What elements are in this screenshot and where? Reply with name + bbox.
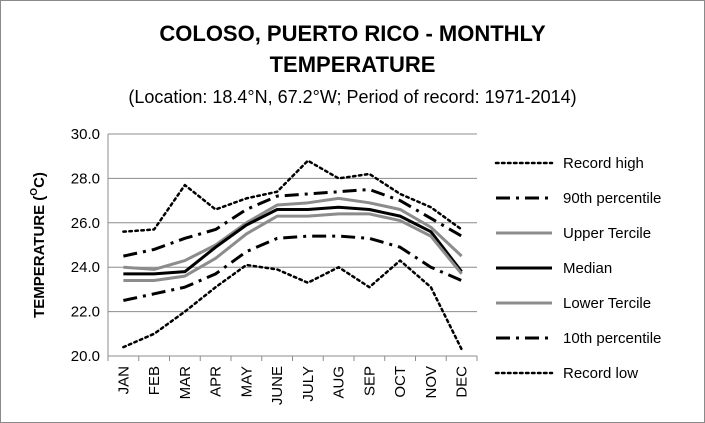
legend-label: Median [563, 260, 612, 277]
x-tick-label: FEB [146, 366, 163, 395]
legend-label: 10th percentile [563, 330, 661, 347]
y-tick-label: 30.0 [71, 126, 100, 143]
x-tick-label: SEP [361, 366, 378, 396]
series-line-record-low [122, 259, 463, 351]
x-tick-label: JAN [115, 366, 132, 394]
y-tick-label: 26.0 [71, 215, 100, 232]
y-tick-label: 24.0 [71, 259, 100, 276]
chart-title: COLOSO, PUERTO RICO - MONTHLY TEMPERATUR… [0, 18, 705, 80]
y-tick-label: 22.0 [71, 304, 100, 321]
series-line-record-high [122, 159, 463, 233]
series-line-median [123, 205, 463, 276]
series-line-upper-tercile [123, 196, 463, 271]
x-tick-label: DEC [454, 366, 471, 398]
x-tick-label: NOV [423, 366, 440, 399]
x-tick-label: MAY [238, 366, 255, 397]
legend-label: Upper Tercile [563, 225, 651, 242]
chart-title-line-2: TEMPERATURE [269, 52, 436, 77]
x-tick-label: APR [208, 366, 225, 397]
y-tick-label: 20.0 [71, 348, 100, 365]
legend: Record high 90th percentile Upper Tercile M… [494, 155, 661, 382]
chart-title-line-1: COLOSO, PUERTO RICO - MONTHLY [159, 21, 546, 46]
y-tick-label: 28.0 [71, 170, 100, 187]
legend-label: Record low [563, 365, 638, 382]
legend-label: Lower Tercile [563, 295, 651, 312]
axes: 20.0 22.0 24.0 26.0 28.0 30.0 JAN FEB MAR APR MAY J… [71, 126, 478, 405]
x-tick-label: AUG [331, 366, 348, 399]
series-lines [122, 159, 463, 351]
x-tick-label: JULY [300, 366, 317, 402]
series-line-10th-percentile [123, 234, 463, 302]
chart-subtitle: (Location: 18.4°N, 67.2°W; Period of rec… [128, 87, 577, 107]
legend-label: Record high [563, 155, 644, 172]
legend-label: 90th percentile [563, 190, 661, 207]
x-tick-label: JUNE [269, 366, 286, 405]
x-tick-label: OCT [392, 366, 409, 398]
series-line-90th-percentile [123, 188, 463, 258]
x-tick-label: MAR [177, 366, 194, 400]
series-line-lower-tercile [123, 212, 463, 283]
